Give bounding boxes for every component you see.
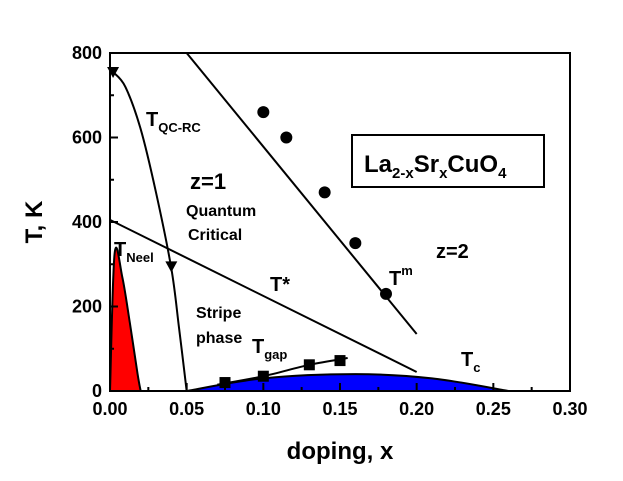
- tgap-points-2: [303, 359, 315, 371]
- x-tick-label: 0.15: [322, 399, 357, 419]
- x-tick-label: 0.05: [169, 399, 204, 419]
- x-axis-label: doping, x: [287, 438, 394, 465]
- tm-points-1: [280, 131, 293, 144]
- tstar-line: [110, 218, 418, 373]
- tgap-points-1: [257, 370, 269, 382]
- tstar-label: T*: [270, 274, 290, 296]
- z1-label: z=1: [190, 169, 226, 194]
- dome-fills: [110, 246, 509, 391]
- tgap-points-3: [334, 355, 346, 367]
- x-tick-label: 0.10: [246, 399, 281, 419]
- tm-points-2: [318, 186, 331, 199]
- y-tick-label: 400: [72, 212, 102, 232]
- tqc-points-0: [107, 67, 120, 79]
- phase-label: phase: [196, 330, 242, 347]
- tgap-label: Tgap: [252, 336, 287, 362]
- y-tick-label: 800: [72, 43, 102, 63]
- tqc-points-1: [165, 261, 178, 273]
- y-tick-label: 0: [92, 381, 102, 401]
- data-markers: [107, 67, 392, 389]
- tm-points-3: [349, 237, 362, 250]
- compound-label-box: [351, 134, 545, 188]
- tm-label: Tm: [389, 263, 413, 290]
- tneel-label: TNeel: [114, 239, 154, 265]
- x-tick-label: 0.25: [476, 399, 511, 419]
- quantum-label: Quantum: [186, 203, 256, 220]
- x-tick-label: 0.00: [92, 399, 127, 419]
- x-axis-ticks: 0.00 0.05 0.10 0.15 0.20 0.25 0.30: [92, 383, 588, 419]
- x-tick-label: 0.30: [552, 399, 587, 419]
- tc-label: Tc: [461, 349, 480, 375]
- x-tick-label: 0.20: [399, 399, 434, 419]
- y-axis-label: T, K: [21, 200, 48, 243]
- tgap-points-0: [219, 377, 231, 389]
- y-tick-label: 600: [72, 128, 102, 148]
- y-axis-ticks: 0 200 400 600 800: [72, 43, 118, 401]
- tm-line: [185, 53, 418, 335]
- compound-formula: La2-xSrxCuO4: [364, 151, 507, 182]
- neel-dome: [110, 246, 142, 391]
- tm-points-4: [380, 287, 392, 300]
- curves: [110, 53, 418, 391]
- z2-label: z=2: [436, 241, 469, 263]
- tgap-line: [217, 357, 348, 386]
- critical-label: Critical: [188, 227, 242, 244]
- tqc-curve: [112, 71, 188, 391]
- compound-label: La2-xSrxCuO4: [351, 134, 545, 188]
- y-tick-label: 200: [72, 297, 102, 317]
- tm-points-0: [257, 106, 270, 119]
- stripe-label: Stripe: [196, 305, 241, 322]
- plot-frame: [109, 52, 571, 392]
- tqc-rc-label: TQC-RC: [146, 109, 201, 135]
